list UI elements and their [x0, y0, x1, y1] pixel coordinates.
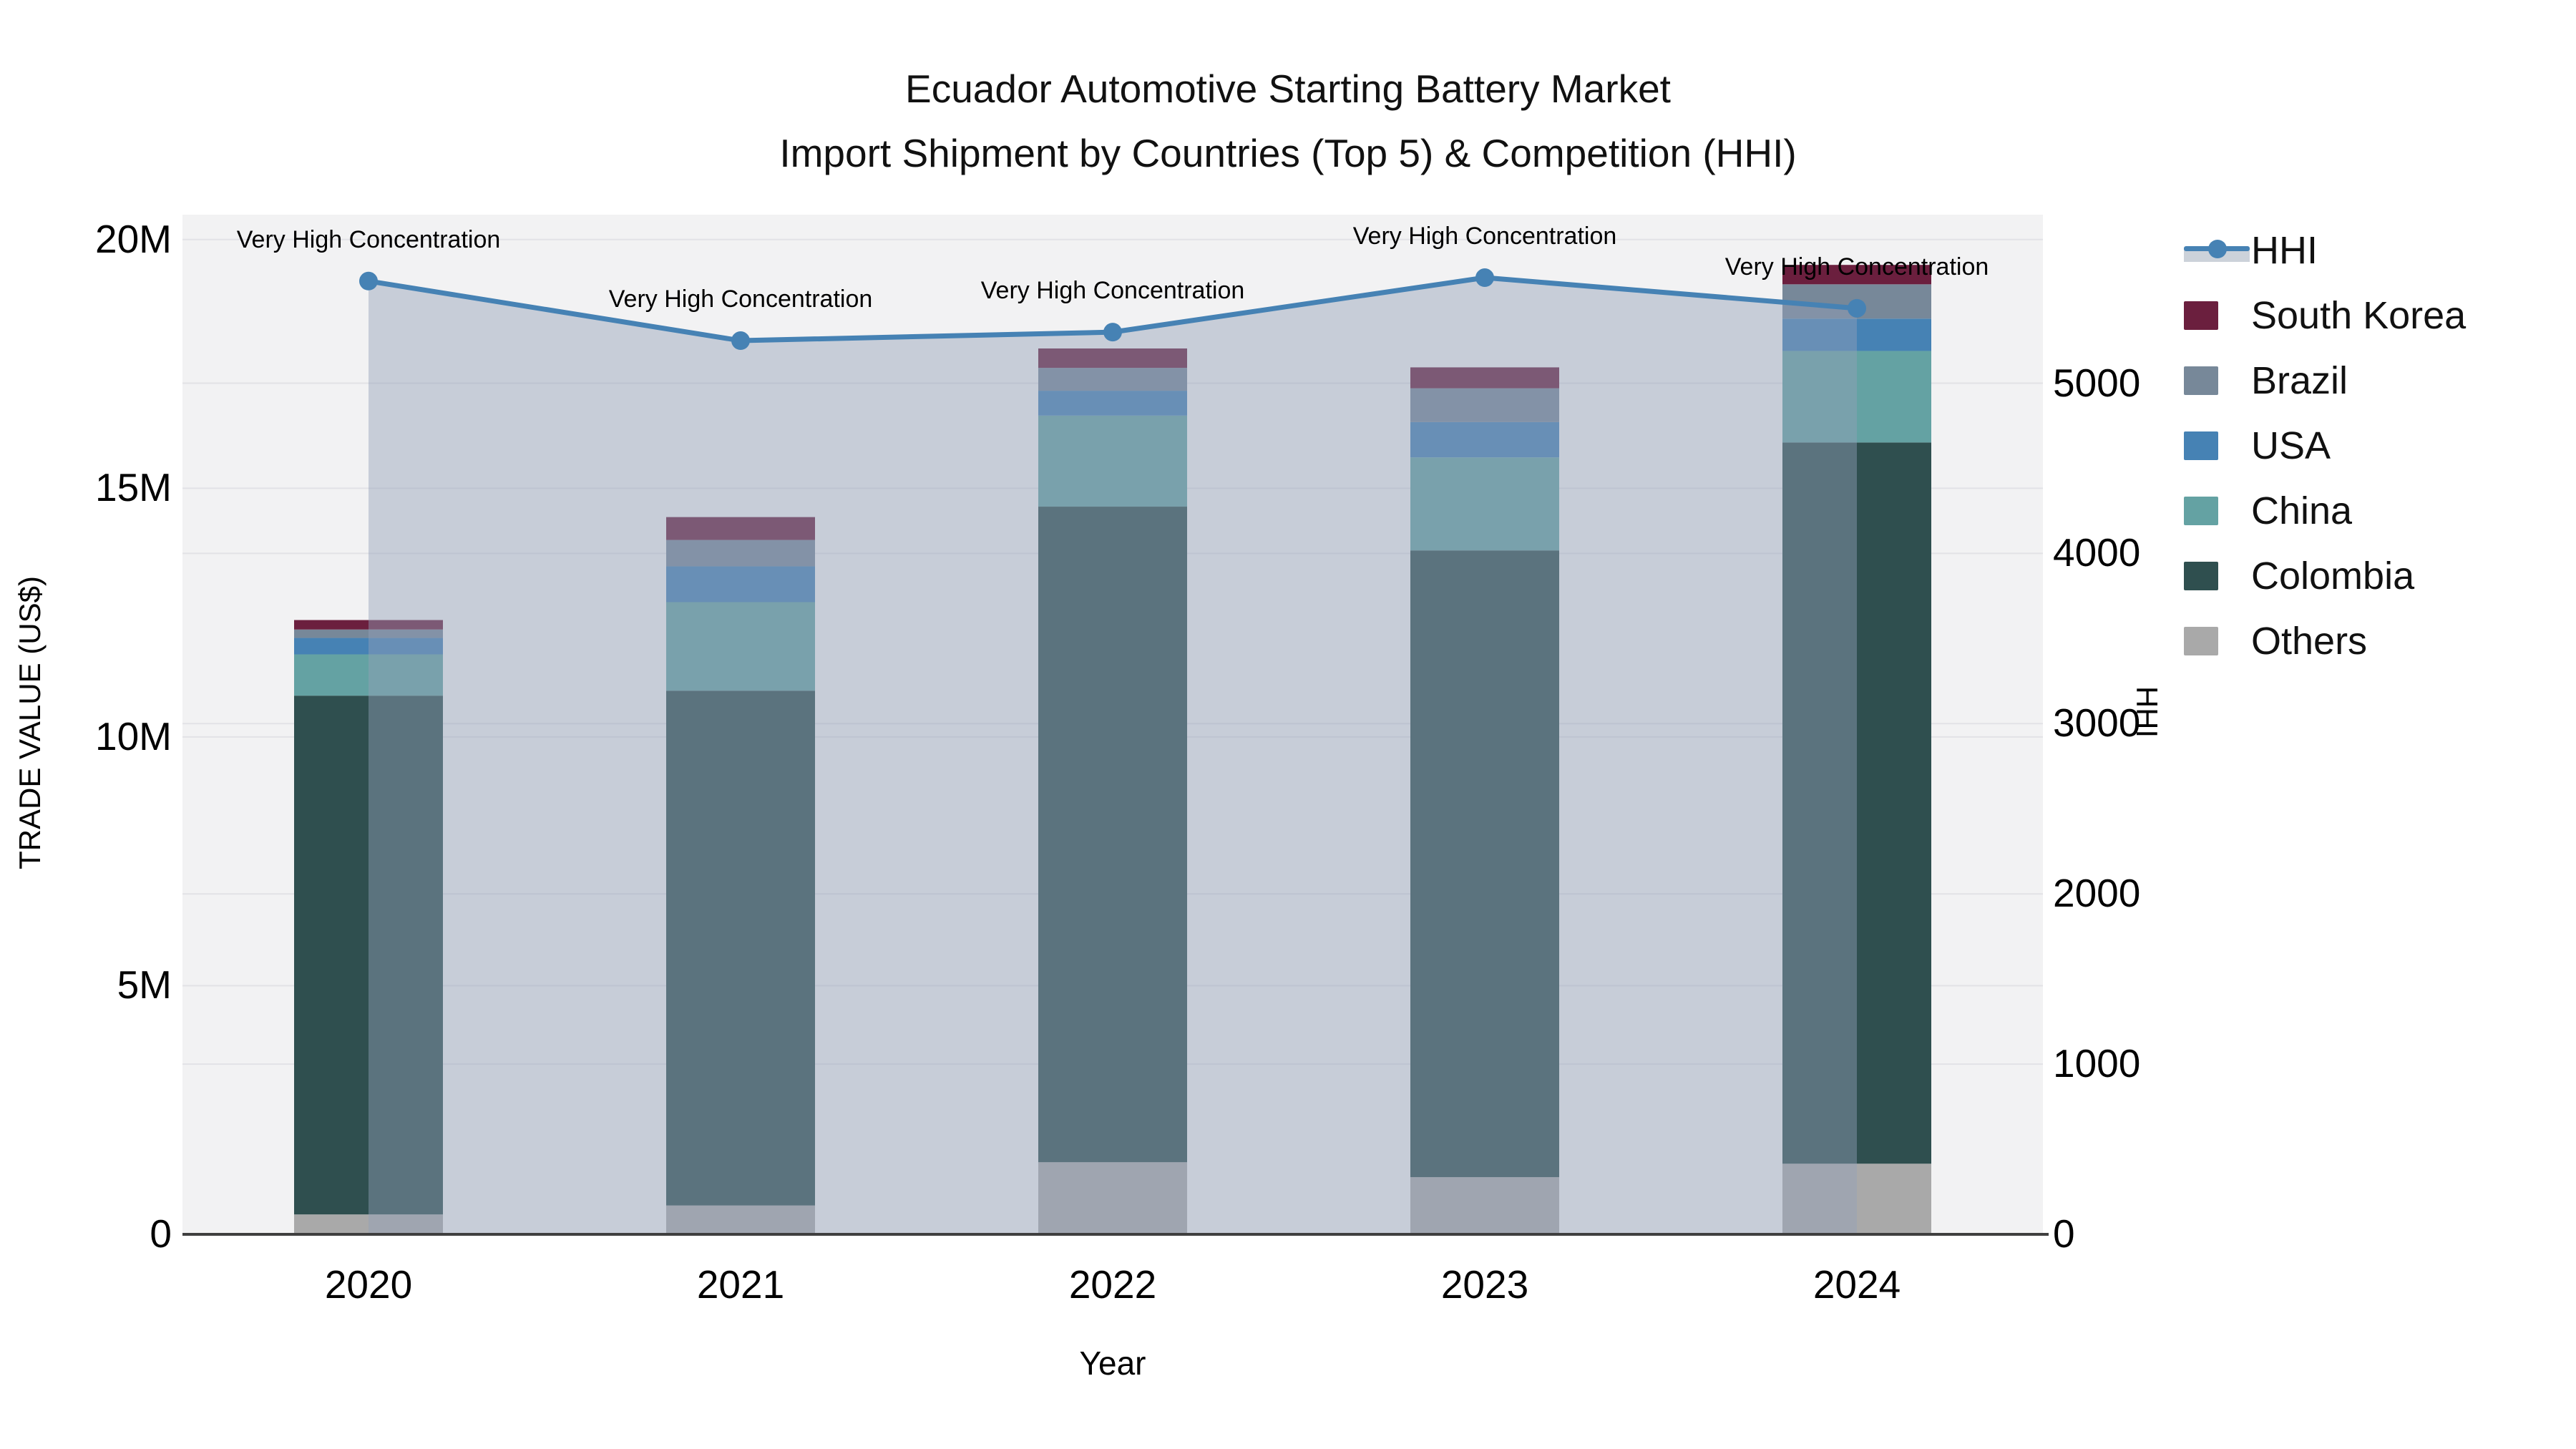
- y-right-tick-label: 1000: [2053, 1041, 2141, 1086]
- legend-label: South Korea: [2251, 294, 2467, 337]
- hhi-annotation: Very High Concentration: [1724, 253, 1989, 280]
- hhi-fill-area: [369, 278, 1857, 1234]
- bar-segment-south-korea: [294, 620, 443, 630]
- hhi-annotation: Very High Concentration: [608, 286, 873, 313]
- bar-segment-usa: [1038, 391, 1187, 416]
- bar-segment-brazil: [1410, 388, 1559, 422]
- legend-label: HHI: [2251, 229, 2318, 272]
- legend-item-others[interactable]: Others: [2184, 618, 2466, 664]
- bar-segment-brazil: [1038, 368, 1187, 391]
- y-right-tick-label: 0: [2053, 1211, 2075, 1256]
- hhi-marker: [731, 331, 750, 351]
- legend-label: China: [2251, 489, 2353, 532]
- y-left-tick-label: 10M: [95, 713, 172, 758]
- legend-item-china[interactable]: China: [2184, 488, 2466, 534]
- y-left-tick-label: 0: [150, 1211, 172, 1256]
- bar-segment-brazil: [666, 540, 815, 567]
- bar-segment-usa: [1410, 421, 1559, 458]
- bar-segment-colombia: [1038, 507, 1187, 1163]
- bar-segment-usa: [1782, 318, 1931, 351]
- legend-color-swatch: [2184, 301, 2218, 330]
- y-left-tick-label: 15M: [95, 465, 172, 510]
- bar-segment-china: [666, 602, 815, 691]
- bar-segment-brazil: [294, 629, 443, 638]
- legend-label: Others: [2251, 620, 2368, 663]
- y-left-tick-label: 5M: [117, 962, 172, 1008]
- legend-color-swatch: [2184, 366, 2218, 395]
- bar-segment-china: [1038, 415, 1187, 507]
- bar-segment-colombia: [666, 691, 815, 1206]
- y-right-tick-label: 5000: [2053, 360, 2141, 405]
- y-right-tick-label: 2000: [2053, 871, 2141, 916]
- legend: HHI South Korea Brazil USA China Colombia Othe…: [2184, 228, 2466, 683]
- legend-label: USA: [2251, 424, 2331, 467]
- legend-item-hhi[interactable]: HHI: [2184, 228, 2466, 273]
- legend-color-swatch: [2184, 562, 2218, 590]
- x-tick-label: 2023: [1440, 1262, 1529, 1307]
- hhi-annotation: Very High Concentration: [1352, 223, 1617, 250]
- bar-segment-others: [294, 1214, 443, 1234]
- legend-label: Colombia: [2251, 555, 2415, 597]
- hhi-marker: [1848, 298, 1866, 318]
- legend-color-swatch: [2184, 627, 2218, 655]
- bar-segment-south-korea: [666, 517, 815, 540]
- legend-hhi-line-swatch: [2184, 236, 2250, 265]
- legend-item-south-korea[interactable]: South Korea: [2184, 293, 2466, 338]
- bar-segment-china: [1410, 457, 1559, 551]
- chart-title-line-2: Import Shipment by Countries (Top 5) & C…: [779, 131, 1797, 175]
- bar-segment-others: [1782, 1163, 1931, 1234]
- hhi-marker: [1475, 268, 1494, 288]
- bar-segment-others: [666, 1205, 815, 1234]
- legend-item-brazil[interactable]: Brazil: [2184, 358, 2466, 404]
- y-right-tick-label: 3000: [2053, 701, 2141, 746]
- bar-segment-south-korea: [1782, 265, 1931, 285]
- x-tick-label: 2021: [696, 1262, 785, 1307]
- chart-title-line-1: Ecuador Automotive Starting Battery Mark…: [905, 67, 1671, 111]
- bar-segment-usa: [294, 638, 443, 655]
- x-axis-title: Year: [1079, 1345, 1146, 1382]
- bar-segment-china: [294, 654, 443, 696]
- bar-segment-colombia: [1410, 550, 1559, 1178]
- bar-segment-south-korea: [1038, 348, 1187, 369]
- hhi-annotation: Very High Concentration: [236, 225, 501, 253]
- bar-segment-colombia: [294, 696, 443, 1215]
- legend-label: Brazil: [2251, 359, 2348, 402]
- legend-item-usa[interactable]: USA: [2184, 423, 2466, 469]
- bar-segment-south-korea: [1410, 367, 1559, 389]
- bar-segment-china: [1782, 351, 1931, 443]
- y-right-tick-label: 4000: [2053, 530, 2141, 575]
- y-left-tick-label: 20M: [95, 216, 172, 261]
- x-tick-label: 2024: [1813, 1262, 1901, 1307]
- legend-item-colombia[interactable]: Colombia: [2184, 553, 2466, 599]
- hhi-marker: [359, 271, 378, 291]
- x-tick-label: 2020: [324, 1262, 413, 1307]
- bar-segment-others: [1410, 1177, 1559, 1234]
- hhi-marker: [1103, 323, 1122, 342]
- bar-segment-colombia: [1782, 442, 1931, 1164]
- legend-color-swatch: [2184, 497, 2218, 525]
- bar-segment-usa: [666, 566, 815, 602]
- x-tick-label: 2022: [1068, 1262, 1157, 1307]
- hhi-annotation: Very High Concentration: [980, 277, 1245, 305]
- bar-segment-others: [1038, 1162, 1187, 1234]
- legend-color-swatch: [2184, 431, 2218, 460]
